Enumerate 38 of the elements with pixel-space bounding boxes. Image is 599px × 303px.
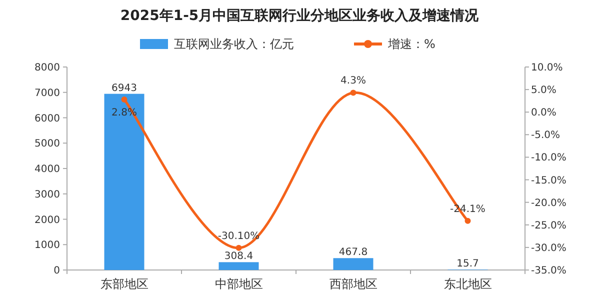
y2-tick-label: -30.0% [531,242,566,254]
point [121,96,128,102]
y-tick-label: 1000 [34,240,60,252]
bar [333,258,374,270]
y2-tick-label: -20.0% [531,198,566,209]
y-tick-label: 0 [54,266,60,276]
y2-tick-label: 0.0% [531,108,556,119]
y2-tick-label: -25.0% [531,220,566,232]
bar [104,94,144,270]
y-tick-label: 5000 [34,138,60,150]
y-tick-label: 4000 [34,164,60,175]
y2-tick-label: 5.0% [531,85,556,96]
x-tick-label: 西部地区 [329,277,378,291]
data-label: 308.4 [224,251,254,262]
y2-tick-label: 10.0% [531,62,563,74]
y-tick-label: 2000 [34,214,60,226]
point [236,244,242,251]
point [350,90,356,96]
x-tick-label: 中部地区 [214,277,263,291]
y2-tick-label: -15.0% [531,175,566,186]
bar [218,262,259,270]
data-label: 467.8 [338,247,368,258]
legend-label: 增速：% [387,37,436,51]
x-tick-label: 东部地区 [100,277,148,291]
y2-tick-label: -5.0% [531,130,560,142]
y-tick-label: 3000 [34,189,60,200]
y2-tick-label: -35.0% [531,266,566,276]
data-label: 6943 [112,82,137,94]
y-tick-label: 6000 [34,113,60,124]
y-tick-label: 7000 [34,88,60,99]
x-tick-label: 东北地区 [444,277,492,291]
data-label: 4.3% [340,76,366,87]
y2-tick-label: -10.0% [531,152,566,164]
legend-label: 互联网业务收入：亿元 [174,37,294,51]
chart-title: 2025年1-5月中国互联网行业分地区业务收入及增速情况 [120,8,480,24]
data-label: 15.7 [456,258,479,270]
point [464,218,471,224]
y-tick-label: 8000 [34,62,60,74]
